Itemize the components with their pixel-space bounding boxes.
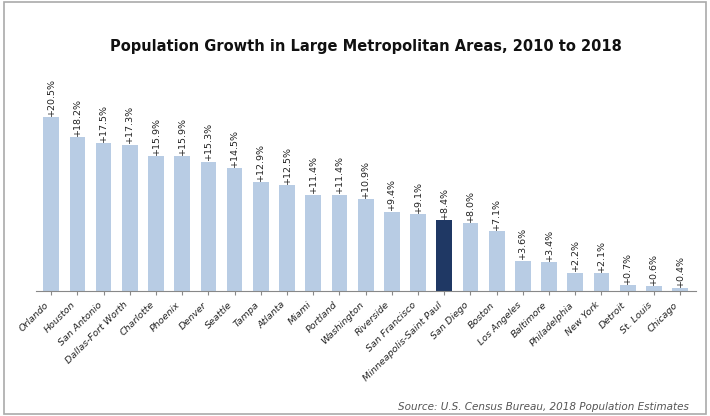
Text: +20.5%: +20.5% bbox=[47, 78, 55, 116]
Text: +15.9%: +15.9% bbox=[151, 117, 160, 155]
Text: +12.9%: +12.9% bbox=[256, 143, 266, 181]
Bar bbox=[541, 262, 557, 291]
Bar bbox=[96, 143, 111, 291]
Text: +3.6%: +3.6% bbox=[518, 227, 528, 260]
Text: +7.1%: +7.1% bbox=[492, 198, 501, 230]
Text: +15.3%: +15.3% bbox=[204, 122, 213, 160]
Bar bbox=[43, 117, 59, 291]
Bar bbox=[672, 288, 688, 291]
Text: +8.0%: +8.0% bbox=[466, 190, 475, 222]
Text: +8.4%: +8.4% bbox=[439, 187, 449, 219]
Bar bbox=[567, 272, 583, 291]
Bar bbox=[122, 145, 138, 291]
Bar bbox=[200, 161, 217, 291]
Bar bbox=[226, 168, 243, 291]
Bar bbox=[437, 220, 452, 291]
Bar bbox=[515, 261, 531, 291]
Bar bbox=[279, 185, 295, 291]
Bar bbox=[488, 231, 505, 291]
Bar bbox=[148, 156, 164, 291]
Text: +9.1%: +9.1% bbox=[413, 181, 422, 213]
Bar bbox=[410, 214, 426, 291]
Bar bbox=[305, 195, 321, 291]
Bar bbox=[620, 285, 635, 291]
Bar bbox=[358, 199, 373, 291]
Title: Population Growth in Large Metropolitan Areas, 2010 to 2018: Population Growth in Large Metropolitan … bbox=[110, 39, 621, 54]
Text: +17.5%: +17.5% bbox=[99, 104, 108, 141]
Text: +15.9%: +15.9% bbox=[178, 117, 187, 155]
Text: +3.4%: +3.4% bbox=[545, 229, 554, 261]
Bar bbox=[594, 273, 609, 291]
Text: +17.3%: +17.3% bbox=[126, 105, 134, 144]
Text: Source: U.S. Census Bureau, 2018 Population Estimates: Source: U.S. Census Bureau, 2018 Populat… bbox=[398, 402, 689, 412]
Text: +12.5%: +12.5% bbox=[283, 146, 292, 184]
Text: +0.7%: +0.7% bbox=[623, 252, 632, 284]
Text: +11.4%: +11.4% bbox=[309, 155, 318, 193]
Bar bbox=[70, 137, 85, 291]
Bar bbox=[175, 156, 190, 291]
Bar bbox=[384, 212, 400, 291]
Bar bbox=[332, 195, 347, 291]
Text: +14.5%: +14.5% bbox=[230, 129, 239, 167]
Bar bbox=[253, 182, 268, 291]
Text: +11.4%: +11.4% bbox=[335, 155, 344, 193]
Text: +0.4%: +0.4% bbox=[676, 255, 684, 287]
Text: +2.1%: +2.1% bbox=[597, 240, 606, 272]
Bar bbox=[646, 286, 662, 291]
Text: +0.6%: +0.6% bbox=[650, 253, 658, 285]
Text: +9.4%: +9.4% bbox=[388, 178, 396, 210]
Text: +10.9%: +10.9% bbox=[361, 160, 370, 198]
Text: +2.2%: +2.2% bbox=[571, 239, 580, 271]
Bar bbox=[463, 223, 479, 291]
Text: +18.2%: +18.2% bbox=[73, 98, 82, 136]
